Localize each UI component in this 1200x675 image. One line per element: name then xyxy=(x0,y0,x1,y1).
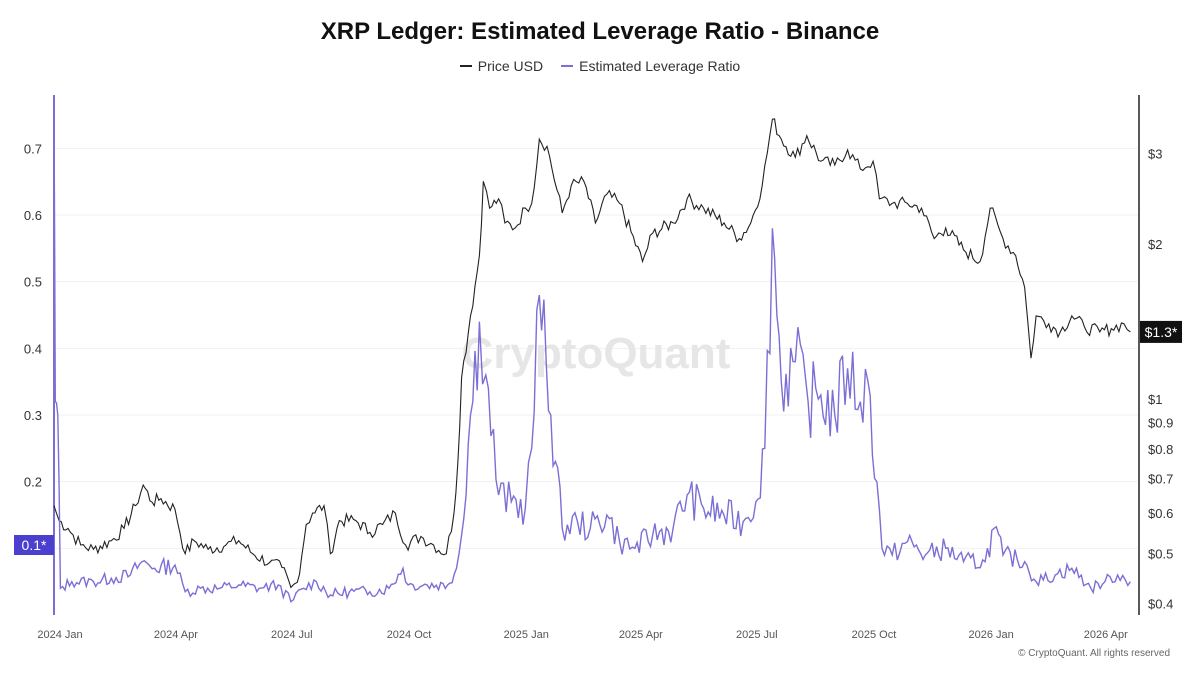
x-axis-ticks: 2024 Jan 2024 Apr 2024 Jul 2024 Oct 2025 Jan… xyxy=(37,629,1128,641)
x-tick-label-8: 2026 Jan xyxy=(969,629,1014,641)
right-tick-label-5: $0.9 xyxy=(1148,415,1173,430)
x-tick-label-5: 2025 Apr xyxy=(619,629,663,641)
x-tick-label-9: 2026 Apr xyxy=(1084,629,1128,641)
x-tick-label-4: 2025 Jan xyxy=(504,629,549,641)
price-usd-line xyxy=(53,118,1131,589)
grid-lines xyxy=(54,147,1138,549)
chart-title: XRP Ledger: Estimated Leverage Ratio - B… xyxy=(320,18,880,45)
right-tick-label-3: $0.7 xyxy=(1148,472,1173,487)
left-current-badge-bg xyxy=(14,535,54,555)
right-tick-label-2: $0.6 xyxy=(1148,506,1173,521)
right-current-badge-bg xyxy=(1140,320,1182,343)
legend-label-leverage: Estimated Leverage Ratio xyxy=(579,58,741,74)
legend-entry-leverage[interactable]: Estimated Leverage Ratio xyxy=(561,58,740,74)
left-current-badge-label: 0.1* xyxy=(22,537,47,553)
right-tick-label-0: $0.4 xyxy=(1148,597,1173,612)
leverage-ratio-line xyxy=(53,114,1131,603)
legend-label-price: Price USD xyxy=(477,58,544,74)
right-tick-label-8: $3 xyxy=(1148,147,1162,162)
watermark: CryptoQuant xyxy=(462,329,731,378)
left-tick-label-1: 0.2 xyxy=(24,475,42,490)
left-current-badge: 0.1* xyxy=(14,535,54,555)
copyright-notice: © CryptoQuant. All rights reserved xyxy=(1018,648,1170,659)
legend-swatch-leverage xyxy=(561,65,574,67)
left-tick-label-5: 0.6 xyxy=(24,208,42,223)
right-tick-label-4: $0.8 xyxy=(1148,442,1173,457)
left-tick-label-3: 0.4 xyxy=(24,341,42,356)
x-tick-label-2: 2024 Jul xyxy=(271,629,313,641)
left-tick-label-6: 0.7 xyxy=(24,141,42,156)
x-tick-label-0: 2024 Jan xyxy=(37,629,82,641)
x-tick-label-1: 2024 Apr xyxy=(154,629,198,641)
right-current-badge: $1.3* xyxy=(1140,320,1182,343)
right-current-badge-label: $1.3* xyxy=(1145,324,1178,340)
x-tick-label-3: 2024 Oct xyxy=(387,629,432,641)
chart-legend: Price USD Estimated Leverage Ratio xyxy=(0,58,1200,74)
left-axis-ticks: 0.10.20.30.40.50.60.7 xyxy=(24,141,42,556)
legend-swatch-price xyxy=(459,65,472,67)
left-tick-label-4: 0.5 xyxy=(24,275,42,290)
right-axis-ticks: $0.4 $0.5 $0.6 $0.7 $0.8 $0.9 $1 $2 $3 xyxy=(1148,147,1173,612)
x-tick-label-6: 2025 Jul xyxy=(736,629,778,641)
right-tick-label-7: $2 xyxy=(1148,237,1162,252)
legend-entry-price[interactable]: Price USD xyxy=(459,58,544,74)
left-tick-label-2: 0.3 xyxy=(24,408,42,423)
right-tick-label-6: $1 xyxy=(1148,392,1162,407)
x-tick-label-7: 2025 Oct xyxy=(852,629,897,641)
right-tick-label-1: $0.5 xyxy=(1148,547,1173,562)
